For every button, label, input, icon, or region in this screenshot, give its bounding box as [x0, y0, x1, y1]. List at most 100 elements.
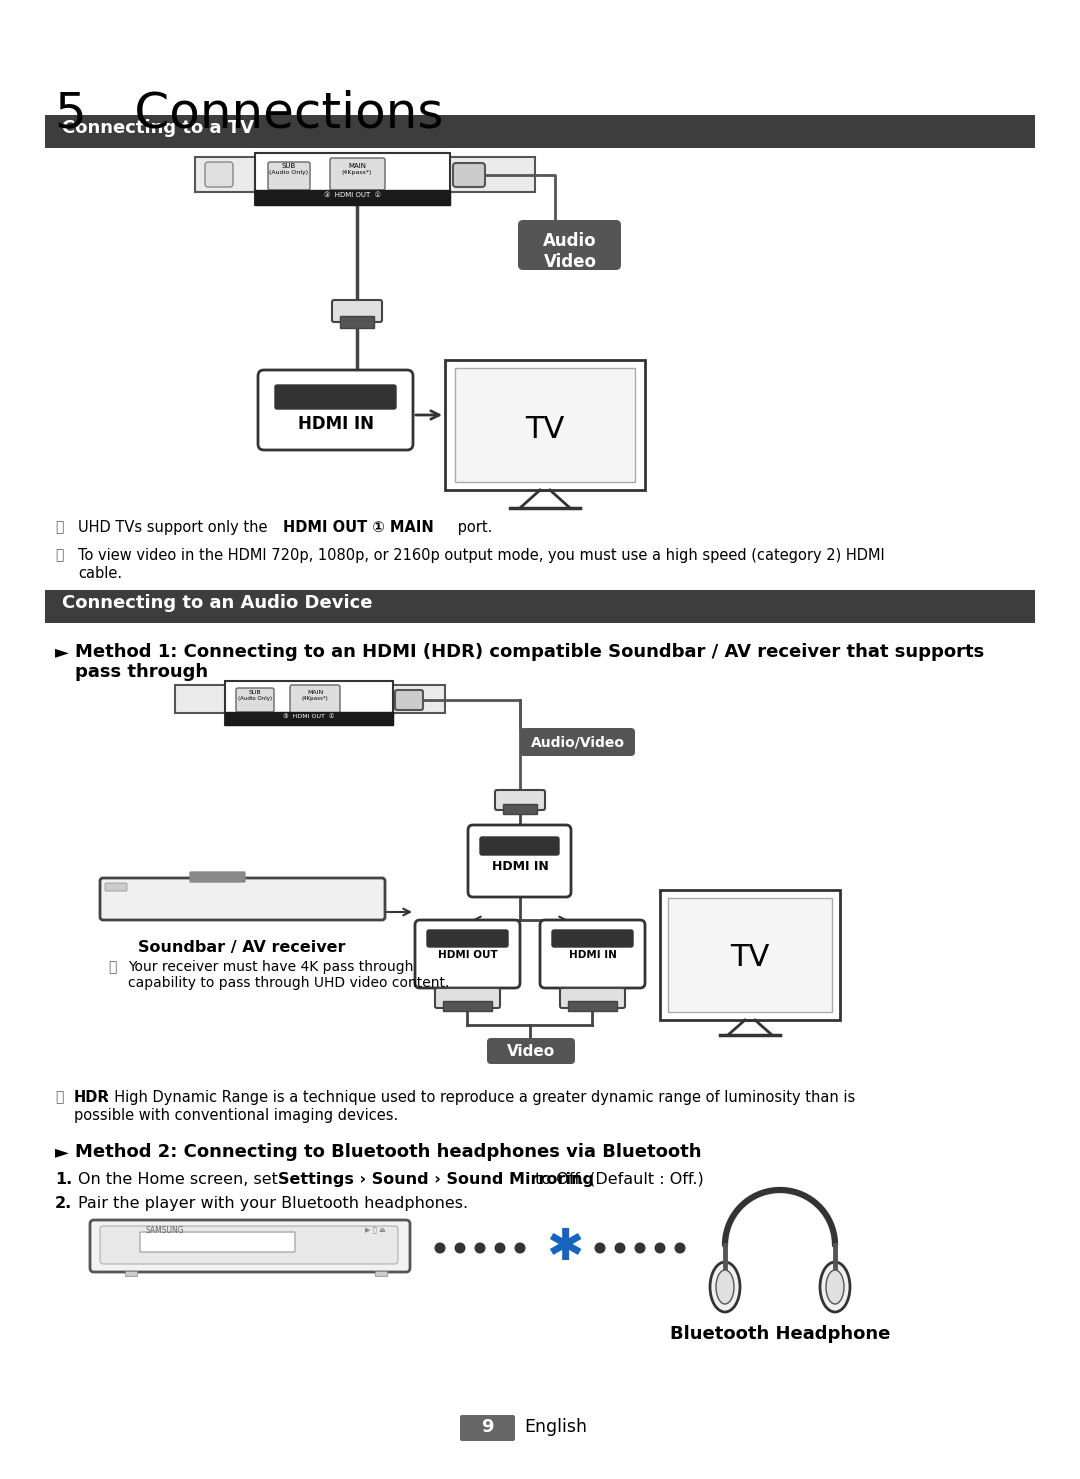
Bar — [568, 1001, 617, 1012]
Text: UHD TVs support only the: UHD TVs support only the — [78, 521, 272, 535]
Text: ▶ ⏸ ⏏: ▶ ⏸ ⏏ — [365, 1226, 386, 1232]
Text: TV: TV — [525, 416, 565, 445]
FancyBboxPatch shape — [205, 163, 233, 186]
Bar — [45, 590, 1035, 623]
Bar — [669, 898, 832, 1012]
Text: Audio/Video: Audio/Video — [531, 735, 625, 748]
Text: capability to pass through UHD video content.: capability to pass through UHD video con… — [129, 976, 449, 989]
Text: HDMI OUT: HDMI OUT — [438, 950, 498, 960]
FancyBboxPatch shape — [561, 988, 625, 1009]
Bar — [225, 680, 393, 725]
Bar — [455, 368, 635, 482]
Text: cable.: cable. — [78, 566, 122, 581]
Text: ⓘ: ⓘ — [55, 521, 64, 534]
FancyBboxPatch shape — [105, 883, 127, 890]
Text: Your receiver must have 4K pass through: Your receiver must have 4K pass through — [129, 960, 414, 975]
Text: Settings › Sound › Sound Mirroring: Settings › Sound › Sound Mirroring — [278, 1171, 594, 1188]
Text: ③  HDMI OUT  ①: ③ HDMI OUT ① — [324, 192, 380, 198]
Bar — [445, 359, 645, 490]
Text: HDMI OUT ① MAIN: HDMI OUT ① MAIN — [283, 521, 434, 535]
Bar — [660, 890, 840, 1021]
Text: English: English — [524, 1418, 588, 1436]
FancyBboxPatch shape — [518, 220, 621, 271]
Text: ✱: ✱ — [546, 1226, 583, 1269]
FancyBboxPatch shape — [480, 837, 559, 855]
Bar — [443, 1001, 492, 1012]
FancyBboxPatch shape — [268, 163, 310, 189]
Text: ⓘ: ⓘ — [108, 960, 117, 975]
FancyBboxPatch shape — [415, 920, 519, 988]
FancyBboxPatch shape — [190, 873, 245, 881]
FancyBboxPatch shape — [90, 1220, 410, 1272]
Ellipse shape — [710, 1262, 740, 1312]
Text: ⓘ: ⓘ — [55, 1090, 64, 1103]
FancyBboxPatch shape — [468, 825, 571, 896]
Text: (Audio Only): (Audio Only) — [269, 170, 309, 175]
Text: (4Kpass*): (4Kpass*) — [341, 170, 373, 175]
Text: (Audio Only): (Audio Only) — [238, 697, 272, 701]
Text: MAIN: MAIN — [348, 163, 366, 169]
Bar — [175, 685, 445, 713]
Text: to Off. (Default : Off.): to Off. (Default : Off.) — [530, 1171, 704, 1188]
FancyBboxPatch shape — [435, 988, 500, 1009]
Text: HDR: HDR — [75, 1090, 110, 1105]
Circle shape — [474, 1242, 486, 1254]
Bar — [340, 317, 374, 328]
Text: Soundbar / AV receiver: Soundbar / AV receiver — [138, 941, 346, 955]
FancyBboxPatch shape — [540, 920, 645, 988]
FancyBboxPatch shape — [275, 385, 396, 410]
Text: Connecting to an Audio Device: Connecting to an Audio Device — [62, 595, 373, 612]
FancyBboxPatch shape — [487, 1038, 575, 1063]
Ellipse shape — [820, 1262, 850, 1312]
Text: SUB: SUB — [248, 691, 261, 695]
FancyBboxPatch shape — [291, 685, 340, 713]
Text: Connecting to a TV: Connecting to a TV — [62, 118, 254, 138]
FancyBboxPatch shape — [100, 1226, 399, 1265]
FancyBboxPatch shape — [453, 163, 485, 186]
FancyBboxPatch shape — [237, 688, 274, 711]
Text: port.: port. — [453, 521, 492, 535]
FancyBboxPatch shape — [330, 158, 384, 189]
FancyBboxPatch shape — [519, 728, 635, 756]
Text: Audio
Video: Audio Video — [543, 232, 597, 271]
FancyBboxPatch shape — [258, 370, 413, 450]
FancyBboxPatch shape — [460, 1415, 515, 1441]
Text: MAIN: MAIN — [307, 691, 323, 695]
Text: Video: Video — [507, 1044, 555, 1059]
FancyBboxPatch shape — [552, 930, 633, 947]
Text: TV: TV — [730, 942, 770, 972]
Bar — [375, 1270, 387, 1276]
Circle shape — [654, 1242, 665, 1254]
FancyBboxPatch shape — [332, 300, 382, 322]
FancyBboxPatch shape — [395, 691, 423, 710]
FancyBboxPatch shape — [427, 930, 508, 947]
Text: SAMSUNG: SAMSUNG — [145, 1226, 184, 1235]
Ellipse shape — [826, 1270, 843, 1304]
Circle shape — [455, 1242, 465, 1254]
Circle shape — [434, 1242, 446, 1254]
Text: HDMI IN: HDMI IN — [569, 950, 617, 960]
Text: 2.: 2. — [55, 1197, 72, 1211]
Text: HDMI IN: HDMI IN — [298, 416, 374, 433]
Text: Method 2: Connecting to Bluetooth headphones via Bluetooth: Method 2: Connecting to Bluetooth headph… — [75, 1143, 702, 1161]
Text: ⓘ: ⓘ — [55, 549, 64, 562]
Text: pass through: pass through — [75, 663, 208, 680]
Bar — [195, 157, 535, 192]
Text: ►: ► — [55, 643, 69, 661]
Text: To view video in the HDMI 720p, 1080p, or 2160p output mode, you must use a high: To view video in the HDMI 720p, 1080p, o… — [78, 549, 885, 563]
Text: 5   Connections: 5 Connections — [55, 90, 444, 138]
Text: (4Kpass*): (4Kpass*) — [301, 697, 328, 701]
Text: ►: ► — [55, 1143, 69, 1161]
Text: 1.: 1. — [55, 1171, 72, 1188]
FancyBboxPatch shape — [100, 879, 384, 920]
FancyBboxPatch shape — [140, 1232, 295, 1253]
Bar — [255, 189, 450, 206]
Circle shape — [635, 1242, 646, 1254]
Text: ③  HDMI OUT  ①: ③ HDMI OUT ① — [283, 714, 335, 719]
Text: 9: 9 — [481, 1418, 494, 1436]
Text: Bluetooth Headphone: Bluetooth Headphone — [670, 1325, 890, 1343]
FancyBboxPatch shape — [495, 790, 545, 810]
Text: Pair the player with your Bluetooth headphones.: Pair the player with your Bluetooth head… — [78, 1197, 468, 1211]
Text: possible with conventional imaging devices.: possible with conventional imaging devic… — [75, 1108, 399, 1123]
Circle shape — [615, 1242, 625, 1254]
